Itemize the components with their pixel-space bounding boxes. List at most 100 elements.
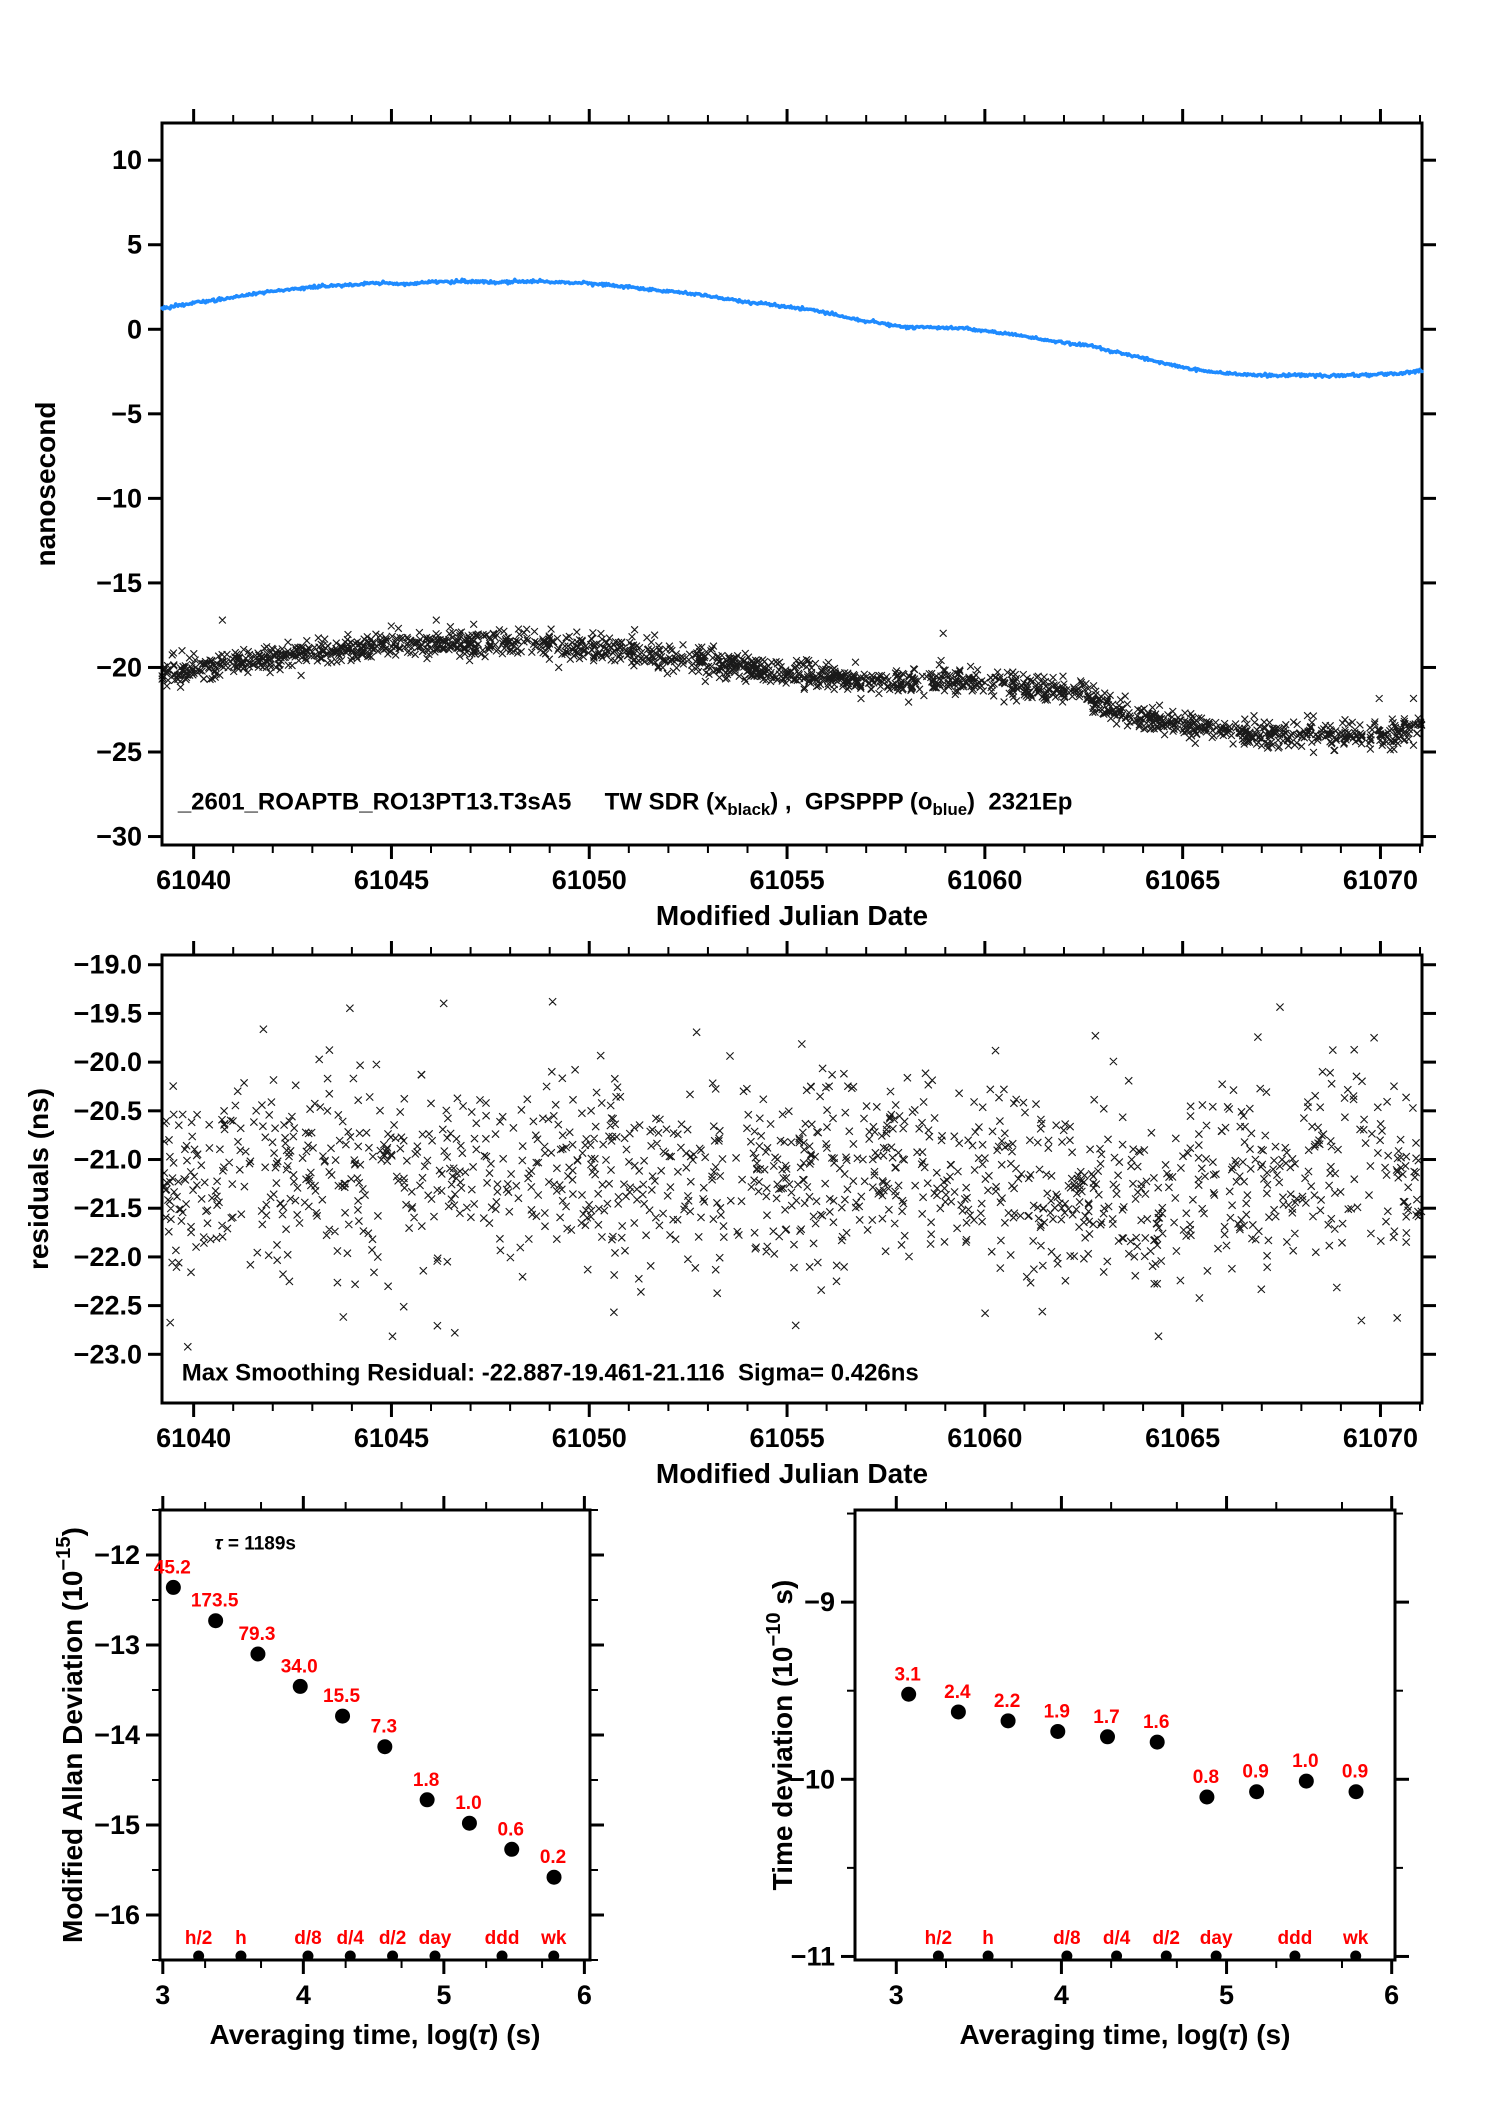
y-tick-label: −9 [804,1587,835,1617]
y-tick-label: −19.5 [74,998,142,1028]
x-tick-label: 61045 [354,865,429,895]
data-point [292,1678,308,1694]
time-marker-dot [932,1950,944,1962]
twsdr-scatter-series [158,616,1426,757]
time-marker-dot [1111,1950,1123,1962]
data-point-label: 3.1 [894,1664,921,1685]
time-marker-label: d/4 [337,1928,365,1949]
y-axis-title: Time deviation (10−10 s) [763,1580,798,1891]
data-point [1149,1734,1165,1750]
time-marker-label: day [419,1928,452,1949]
data-point [208,1613,224,1629]
time-marker-label: d/8 [294,1928,321,1949]
x-axis-title: Averaging time, log(τ) (s) [210,2019,541,2050]
time-marker-label: wk [540,1928,567,1949]
time-marker-dot [496,1950,508,1962]
data-point [950,1704,966,1720]
time-marker-dot [1210,1950,1222,1962]
time-marker-dot [302,1950,314,1962]
data-point-label: 45.2 [154,1557,191,1578]
time-marker-dot [1061,1950,1073,1962]
y-axis-title: residuals (ns) [23,1088,54,1270]
data-point-label: 0.9 [1342,1762,1368,1783]
residuals-scatter-series [160,997,1426,1351]
data-point [165,1579,181,1595]
time-marker-label: ddd [485,1928,520,1949]
time-marker-label: d/4 [1103,1928,1131,1949]
data-point [461,1815,477,1831]
y-tick-label: −19.0 [74,950,142,980]
y-tick-label: −10 [96,483,142,513]
time-marker-dot [1350,1950,1362,1962]
time-marker-label: day [1200,1928,1233,1949]
gpsppp-line-series [160,277,1424,380]
data-point-label: 1.8 [413,1770,439,1791]
y-tick-label: −22.5 [74,1291,142,1321]
data-point [901,1686,917,1702]
data-point-label: 1.9 [1044,1701,1070,1722]
y-tick-label: −23.0 [74,1339,142,1369]
data-point-label: 1.7 [1093,1707,1119,1728]
y-tick-label: −20.5 [74,1096,142,1126]
y-tick-label: −13 [94,1630,140,1660]
time-marker-dot [344,1950,356,1962]
y-axis-title: Modified Allan Deviation (10−15) [53,1527,88,1943]
data-point-label: 0.2 [540,1847,566,1868]
time-marker-dot [429,1950,441,1962]
time-marker-label: h/2 [925,1928,952,1949]
x-axis-title: Modified Julian Date [656,900,928,931]
x-tick-label: 61060 [947,865,1022,895]
data-point [1348,1784,1364,1800]
y-tick-label: −14 [94,1720,140,1750]
time-marker-dot [1160,1950,1172,1962]
x-tick-label: 4 [296,1980,311,2010]
panel-time-deviation: 3 4 5 6 −9 −10 −11 3.1 2.4 2.2 1.9 1.7 1.6 0.8 0.9 1.0 0… [763,1496,1409,2050]
data-point-label: 79.3 [238,1624,275,1645]
data-point-label: 0.6 [498,1819,524,1840]
time-marker-label: ddd [1278,1928,1313,1949]
data-point-label: 1.0 [1292,1751,1318,1772]
y-tick-label: −20.0 [74,1047,142,1077]
data-point-label: 2.4 [944,1682,971,1703]
y-tick-label: −22.0 [74,1242,142,1272]
time-marker-dot [387,1950,399,1962]
y-tick-label: −15 [94,1810,140,1840]
data-point [250,1646,266,1662]
x-tick-label: 61065 [1145,1423,1220,1453]
data-point-label: 1.6 [1143,1712,1169,1733]
x-axis-title: Modified Julian Date [656,1458,928,1489]
data-point [377,1739,393,1755]
time-marker-dot [193,1950,205,1962]
tau-annotation: τ = 1189s [215,1534,296,1555]
data-point-label: 34.0 [281,1656,318,1677]
axis-frame [853,1508,1397,1962]
x-tick-label: 61065 [1145,865,1220,895]
y-tick-label: −20 [96,652,142,682]
time-marker-label: d/8 [1053,1928,1080,1949]
x-tick-label: 5 [1219,1980,1234,2010]
x-tick-label: 4 [1054,1980,1069,2010]
data-point [335,1708,351,1724]
time-marker-label: wk [1342,1928,1369,1949]
data-point-label: 0.8 [1193,1767,1219,1788]
data-point-label: 2.2 [994,1691,1020,1712]
y-axis-title: nanosecond [30,402,61,567]
panel-tw-gps-timeseries: 61040 61045 61050 61055 61060 61065 61070 10 5 0 −… [30,109,1436,931]
axis-frame [160,953,1424,1405]
data-point [1099,1729,1115,1745]
x-tick-label: 6 [1384,1980,1399,2010]
x-tick-label: 61050 [552,1423,627,1453]
panel-smoothing-residuals: 61040 61045 61050 61055 61060 61065 61070 −19.0… [23,941,1436,1489]
data-point [1000,1713,1016,1729]
data-point [504,1841,520,1857]
y-tick-label: 10 [112,145,142,175]
time-marker-label: h/2 [185,1928,212,1949]
x-tick-label: 3 [155,1980,170,2010]
y-tick-label: 5 [127,230,142,260]
data-point-label: 0.9 [1242,1762,1268,1783]
y-tick-label: −30 [96,822,142,852]
x-tick-label: 61070 [1343,865,1418,895]
